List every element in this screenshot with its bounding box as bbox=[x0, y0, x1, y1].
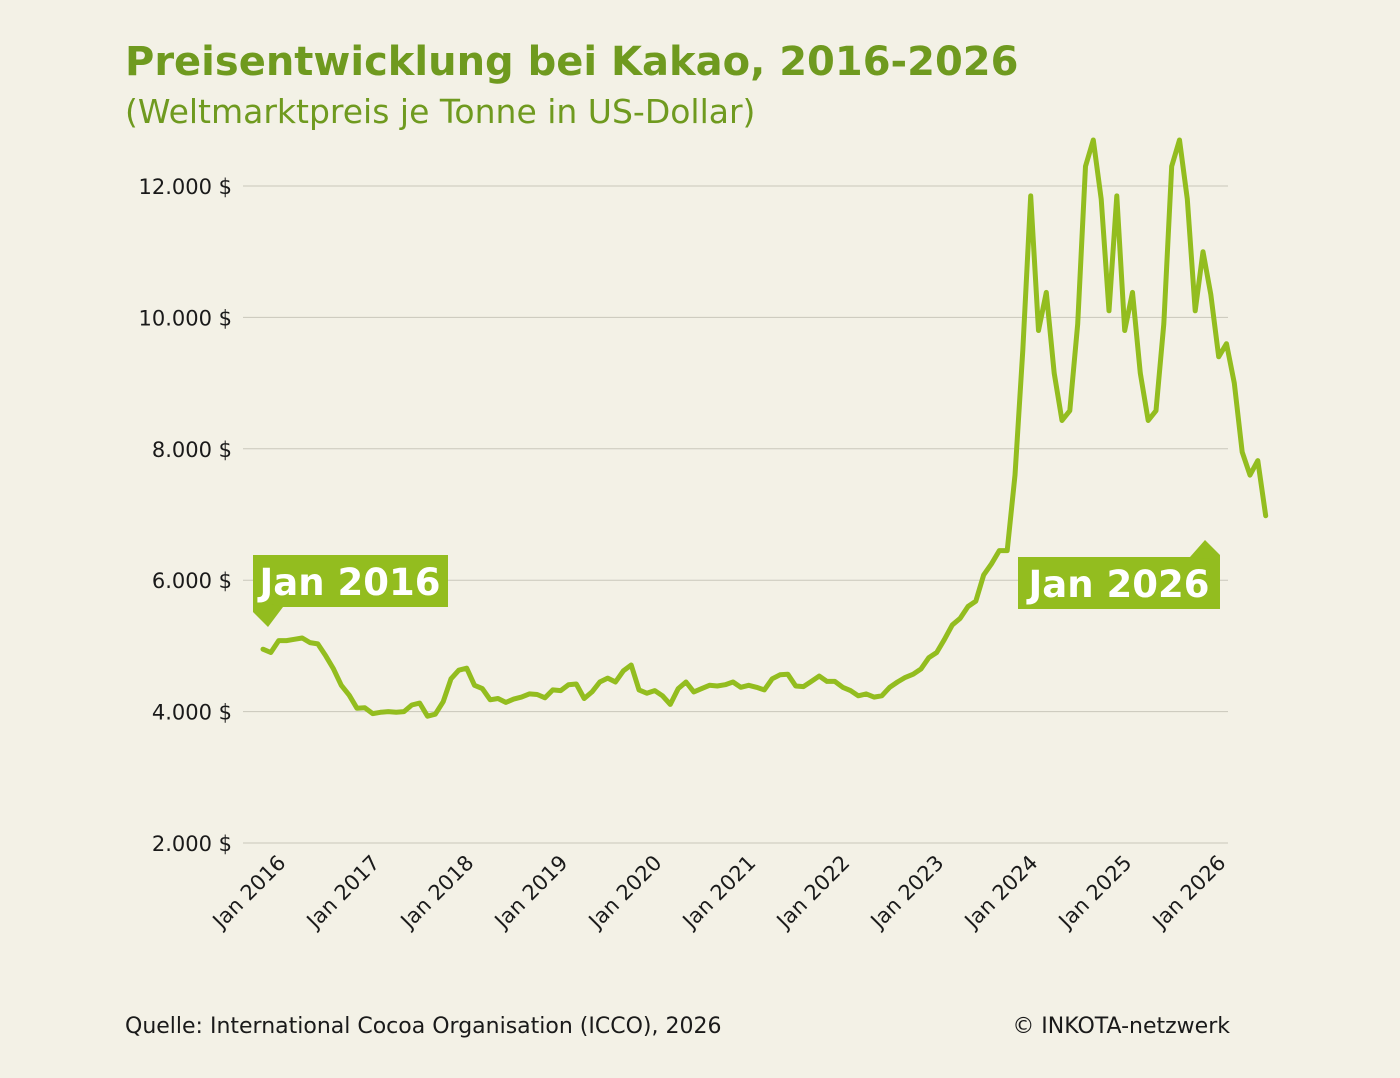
callout-box bbox=[253, 555, 448, 607]
y-tick-label: 8.000 $ bbox=[152, 438, 232, 462]
data-line bbox=[260, 137, 1269, 719]
callout-end: Jan 2026 bbox=[1018, 540, 1220, 609]
source-note: Quelle: International Cocoa Organisation… bbox=[125, 1014, 721, 1039]
callout-box bbox=[1018, 557, 1220, 609]
copyright: © INKOTA-netzwerk bbox=[1012, 1014, 1230, 1039]
y-tick-label: 10.000 $ bbox=[138, 306, 232, 330]
chart-subtitle: (Weltmarktpreis je Tonne in US-Dollar) bbox=[125, 92, 755, 131]
y-tick-label: 12.000 $ bbox=[138, 175, 232, 199]
callout-pointer bbox=[253, 600, 283, 627]
y-tick-label: 4.000 $ bbox=[152, 701, 232, 725]
callout-start: Jan 2016 bbox=[253, 555, 448, 627]
annotation: Jan 2016 bbox=[257, 561, 441, 604]
y-tick-label: 6.000 $ bbox=[152, 569, 232, 593]
callout-pointer bbox=[1190, 540, 1220, 560]
annotation: Jan 2026 bbox=[1026, 563, 1210, 606]
chart-title: Preisentwicklung bei Kakao, 2016-2026 bbox=[125, 39, 1018, 85]
y-tick-label: 2.000 $ bbox=[152, 832, 232, 856]
